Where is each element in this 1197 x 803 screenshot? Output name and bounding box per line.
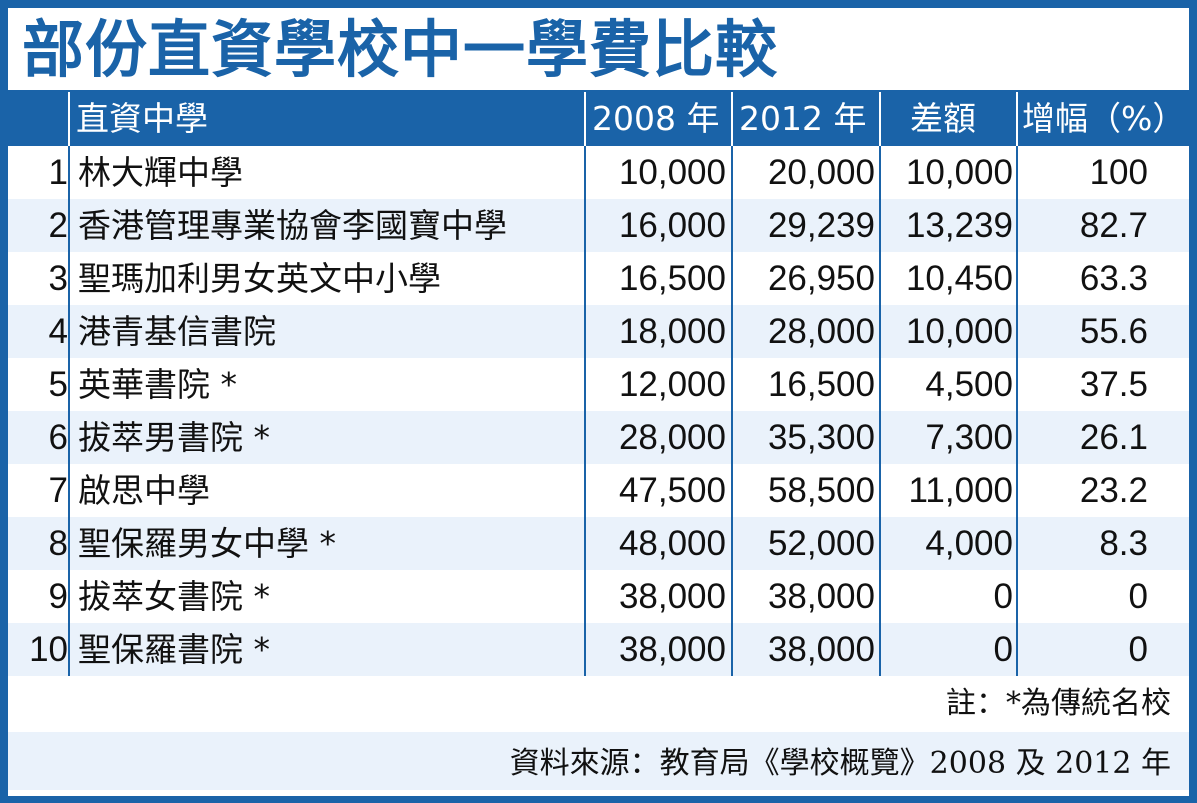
column-divider	[1016, 92, 1018, 676]
fee-2008: 10,000	[618, 153, 726, 192]
school-name: 英華書院 *	[78, 365, 237, 404]
fee-2012: 20,000	[767, 153, 875, 192]
table-row: 1 林大輝中學 10,000 20,000 10,000 100	[8, 146, 1189, 199]
note-text: 註：*為傳統名校	[946, 686, 1171, 721]
table-header: 直資中學 2008 年 2012 年 差額 增幅（%）	[8, 92, 1189, 146]
title-box: 部份直資學校中一學費比較	[8, 8, 1189, 90]
fee-2008: 47,500	[618, 471, 726, 510]
fee-2008: 16,000	[618, 206, 726, 245]
fee-2008: 38,000	[618, 630, 726, 669]
school-name: 聖保羅書院 *	[78, 630, 270, 669]
increase-percent: 26.1	[1079, 418, 1148, 457]
fee-2008: 38,000	[618, 577, 726, 616]
fee-2012: 38,000	[767, 630, 875, 669]
row-number: 4	[48, 312, 68, 351]
table-row: 7 啟思中學 47,500 58,500 11,000 23.2	[8, 464, 1189, 517]
table-row: 8 聖保羅男女中學 * 48,000 52,000 4,000 8.3	[8, 517, 1189, 570]
increase-percent: 55.6	[1079, 312, 1148, 351]
row-number: 1	[48, 153, 68, 192]
header-difference: 差額	[910, 99, 976, 138]
school-name: 聖瑪加利男女英文中小學	[78, 259, 441, 298]
fee-2012: 35,300	[767, 418, 875, 457]
fee-2012: 58,500	[767, 471, 875, 510]
school-name: 拔萃男書院 *	[78, 418, 270, 457]
header-increase-percent: 增幅（%）	[1022, 99, 1186, 138]
table-row: 6 拔萃男書院 * 28,000 35,300 7,300 26.1	[8, 411, 1189, 464]
fee-2008: 18,000	[618, 312, 726, 351]
fee-difference: 11,000	[908, 471, 1013, 510]
fee-difference: 13,239	[905, 206, 1013, 245]
header-2008: 2008 年	[592, 99, 720, 138]
row-number: 6	[48, 418, 68, 457]
source-band	[8, 732, 1189, 790]
increase-percent: 82.7	[1079, 206, 1148, 245]
increase-percent: 0	[1128, 577, 1148, 616]
school-name: 啟思中學	[78, 471, 210, 510]
increase-percent: 23.2	[1079, 471, 1148, 510]
source-text: 資料來源：教育局《學校概覽》2008 及 2012 年	[509, 746, 1171, 781]
row-number: 10	[29, 630, 68, 669]
fee-2008: 48,000	[618, 524, 726, 563]
column-divider	[68, 92, 70, 676]
header-2012: 2012 年	[739, 99, 867, 138]
row-number: 2	[48, 206, 68, 245]
row-number: 3	[48, 259, 68, 298]
table-row: 2 香港管理專業協會李國寶中學 16,000 29,239 13,239 82.7	[8, 199, 1189, 252]
table-row: 5 英華書院 * 12,000 16,500 4,500 37.5	[8, 358, 1189, 411]
school-name: 香港管理專業協會李國寶中學	[78, 206, 507, 245]
school-name: 林大輝中學	[78, 153, 243, 192]
fee-2012: 29,239	[767, 206, 875, 245]
header-school: 直資中學	[76, 99, 208, 138]
column-divider	[879, 92, 881, 676]
fee-difference: 4,500	[925, 365, 1013, 404]
fee-table: 1 林大輝中學 10,000 20,000 10,000 100 2 香港管理專業協會李國寶中…	[8, 146, 1189, 676]
column-divider	[731, 92, 733, 676]
fee-2012: 28,000	[767, 312, 875, 351]
fee-2012: 26,950	[767, 259, 875, 298]
fee-difference: 10,450	[905, 259, 1013, 298]
row-number: 9	[48, 577, 68, 616]
fee-difference: 4,000	[925, 524, 1013, 563]
page-title: 部份直資學校中一學費比較	[22, 13, 779, 86]
fee-2012: 52,000	[767, 524, 875, 563]
row-number: 7	[48, 471, 68, 510]
school-name: 拔萃女書院 *	[78, 577, 270, 616]
fee-2012: 38,000	[767, 577, 875, 616]
increase-percent: 0	[1128, 630, 1148, 669]
fee-difference: 0	[993, 577, 1013, 616]
table-row: 4 港青基信書院 18,000 28,000 10,000 55.6	[8, 305, 1189, 358]
school-name: 港青基信書院	[78, 312, 276, 351]
fee-2008: 16,500	[618, 259, 726, 298]
increase-percent: 63.3	[1079, 259, 1148, 298]
fee-difference: 10,000	[905, 312, 1013, 351]
table-row: 10 聖保羅書院 * 38,000 38,000 0 0	[8, 623, 1189, 676]
column-divider	[584, 92, 586, 676]
school-name: 聖保羅男女中學 *	[78, 524, 336, 563]
increase-percent: 100	[1089, 153, 1148, 192]
fee-difference: 0	[993, 630, 1013, 669]
increase-percent: 37.5	[1079, 365, 1148, 404]
table-row: 9 拔萃女書院 * 38,000 38,000 0 0	[8, 570, 1189, 623]
fee-difference: 10,000	[905, 153, 1013, 192]
fee-2008: 12,000	[618, 365, 726, 404]
fee-2012: 16,500	[767, 365, 875, 404]
increase-percent: 8.3	[1099, 524, 1148, 563]
fee-difference: 7,300	[925, 418, 1013, 457]
row-number: 8	[48, 524, 68, 563]
fee-2008: 28,000	[618, 418, 726, 457]
footer: 註：*為傳統名校 資料來源：教育局《學校概覽》2008 及 2012 年	[8, 676, 1189, 796]
row-number: 5	[48, 365, 68, 404]
table-row: 3 聖瑪加利男女英文中小學 16,500 26,950 10,450 63.3	[8, 252, 1189, 305]
